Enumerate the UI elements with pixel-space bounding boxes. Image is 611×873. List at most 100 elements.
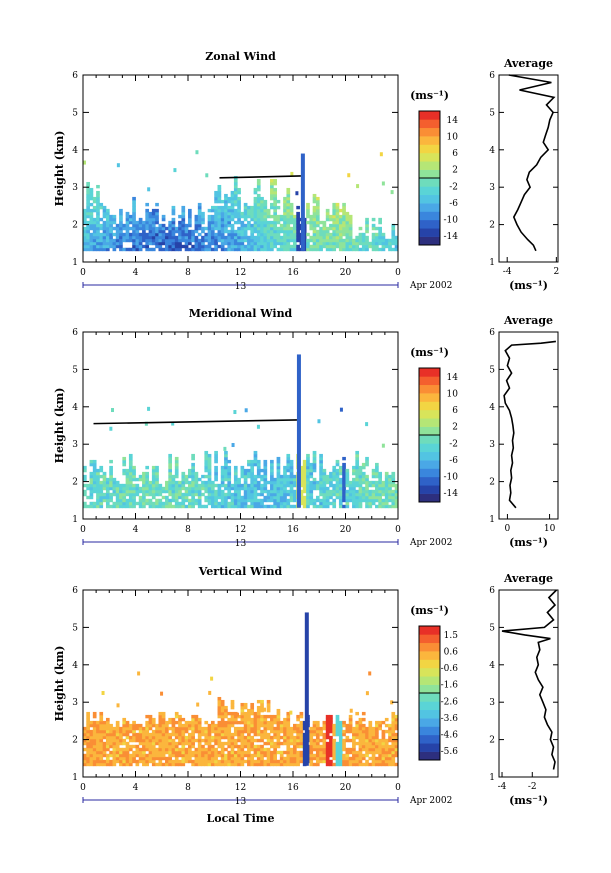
heatmap-cell <box>273 717 277 722</box>
heatmap-cell <box>230 501 235 506</box>
heatmap-cell <box>299 495 304 500</box>
heatmap-cell <box>273 232 277 237</box>
heatmap-cell <box>309 741 314 746</box>
heatmap-cell <box>335 480 340 485</box>
heatmap-cell <box>236 712 240 717</box>
heatmap-cell <box>165 756 169 761</box>
heatmap-cell <box>115 723 120 728</box>
heatmap-cell <box>145 214 150 219</box>
heatmap-cell <box>233 720 238 725</box>
heatmap-cell <box>338 741 343 746</box>
heatmap-cell <box>168 462 172 467</box>
heatmap-cell <box>342 504 346 509</box>
heatmap-cell <box>260 732 264 737</box>
heatmap-cell <box>115 244 120 249</box>
heatmap-cell <box>92 750 97 755</box>
heatmap-cell <box>283 202 287 207</box>
heatmap-cell <box>371 241 376 246</box>
heatmap-cell <box>135 744 140 749</box>
heatmap-cell <box>302 738 307 743</box>
heatmap-cell <box>365 217 369 222</box>
heatmap-cell <box>286 196 291 201</box>
heatmap-cell <box>171 229 176 234</box>
heatmap-cell <box>142 492 146 497</box>
heatmap-cell <box>247 495 251 500</box>
heatmap-cell <box>263 726 268 731</box>
heatmap-cell <box>194 753 199 758</box>
heatmap-cell <box>207 501 212 506</box>
heatmap-cell <box>352 495 356 500</box>
heatmap-cell <box>125 226 130 231</box>
heatmap-cell <box>230 247 235 252</box>
heatmap-cell <box>151 489 156 494</box>
heatmap-cell <box>273 489 277 494</box>
heatmap-cell <box>109 480 113 485</box>
heatmap-cell <box>191 462 195 467</box>
heatmap-cell <box>371 471 376 476</box>
heatmap-cell <box>273 486 277 491</box>
x-tick-label: 4 <box>133 783 139 793</box>
heatmap-cell <box>161 495 166 500</box>
heatmap-cell <box>145 208 150 213</box>
heatmap-cell <box>207 723 212 728</box>
heatmap-cell <box>293 241 297 246</box>
heatmap-cell <box>283 232 287 237</box>
heatmap-cell <box>109 495 113 500</box>
heatmap-cell <box>296 759 300 764</box>
heatmap-cell <box>286 477 291 482</box>
heatmap-cell <box>125 732 130 737</box>
heatmap-cell <box>171 495 176 500</box>
heatmap-cell <box>161 232 166 237</box>
heatmap-cell <box>233 501 238 506</box>
heatmap-cell <box>220 229 225 234</box>
heatmap-cell <box>378 720 382 725</box>
heatmap-cell <box>378 247 382 252</box>
heatmap-cell <box>109 723 113 728</box>
heatmap-cell <box>348 720 353 725</box>
heatmap-cell <box>171 421 175 426</box>
heatmap-cell <box>289 735 294 740</box>
heatmap-cell <box>332 465 337 470</box>
heatmap-cell <box>204 244 209 249</box>
heatmap-cell <box>207 214 212 219</box>
heatmap-cell <box>273 735 277 740</box>
heatmap-cell <box>161 711 166 716</box>
heatmap-cell <box>96 208 100 213</box>
heatmap-cell <box>96 238 100 243</box>
heatmap-cell <box>86 181 90 186</box>
heatmap-cell <box>375 720 379 725</box>
heatmap-cell <box>312 486 317 491</box>
heatmap-cell <box>270 720 274 725</box>
heatmap-cell <box>112 741 117 746</box>
heatmap-cell <box>325 208 330 213</box>
heatmap-cell <box>86 196 90 201</box>
heatmap-cell <box>270 244 274 249</box>
heatmap-cell <box>89 720 94 725</box>
heatmap-cell <box>125 247 130 252</box>
heatmap-cell <box>253 459 258 464</box>
profile-y-tick-label: 2 <box>489 221 495 231</box>
heatmap-cell <box>289 480 294 485</box>
heatmap-cell <box>230 196 235 201</box>
heatmap-cell <box>266 235 271 240</box>
y-tick-label: 6 <box>72 328 78 338</box>
heatmap-cell <box>86 211 90 216</box>
heatmap-cell <box>128 480 133 485</box>
heatmap-cell <box>96 747 100 752</box>
heatmap-cell <box>89 747 94 752</box>
heatmap-cell <box>361 465 366 470</box>
heatmap-cell <box>391 501 396 506</box>
heatmap-cell <box>378 226 382 231</box>
heatmap-cell <box>210 232 215 237</box>
heatmap-cell <box>355 474 360 479</box>
heatmap-cell <box>188 753 192 758</box>
heatmap-cell <box>384 762 389 767</box>
heatmap-cell <box>286 241 291 246</box>
heatmap-cell <box>210 504 215 509</box>
heatmap-cell <box>358 489 363 494</box>
heatmap-cell <box>335 729 340 734</box>
heatmap-cell <box>247 720 251 725</box>
heatmap-cell <box>174 480 179 485</box>
heatmap-cell <box>217 723 222 728</box>
heatmap-cell <box>338 762 343 767</box>
